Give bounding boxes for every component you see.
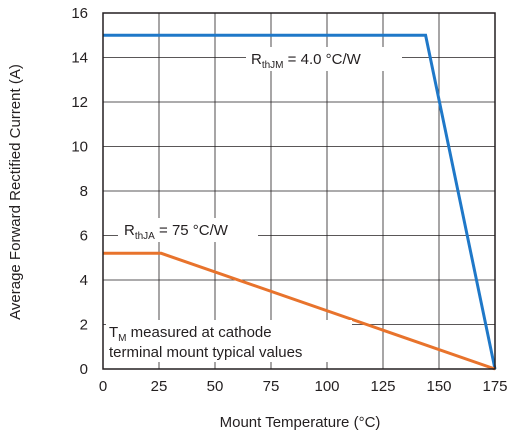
annotation-rthjm: RthJM = 4.0 °C/W <box>251 51 362 71</box>
y-tick-label: 14 <box>71 50 88 67</box>
annotation-note-line1: TM measured at cathode <box>109 324 272 344</box>
y-tick-label: 4 <box>80 272 88 289</box>
y-axis-label: Average Forward Rectified Current (A) <box>7 64 24 320</box>
y-tick-labels: 0 2 4 6 8 10 12 14 16 <box>71 5 88 378</box>
x-tick-label: 100 <box>314 378 339 395</box>
x-tick-label: 25 <box>151 378 168 395</box>
x-tick-label: 125 <box>370 378 395 395</box>
annotation-note-line2: terminal mount typical values <box>109 344 302 361</box>
series-group <box>103 33 497 371</box>
x-axis-label: Mount Temperature (°C) <box>220 414 381 431</box>
y-tick-label: 10 <box>71 139 88 156</box>
x-tick-label: 175 <box>482 378 507 395</box>
y-tick-label: 16 <box>71 5 88 22</box>
series-line-1 <box>103 33 497 370</box>
y-tick-label: 2 <box>80 317 88 334</box>
x-tick-label: 50 <box>207 378 224 395</box>
series-line-2 <box>103 251 496 371</box>
annotation-note-bg <box>106 320 352 362</box>
x-tick-label: 0 <box>99 378 107 395</box>
x-tick-label: 150 <box>426 378 451 395</box>
y-tick-label: 12 <box>71 94 88 111</box>
annotation-rthja-bg <box>118 218 258 242</box>
x-tick-labels: 0 25 50 75 100 125 150 175 <box>99 378 508 395</box>
annotation-rthja: RthJA = 75 °C/W <box>124 222 229 242</box>
y-tick-label: 8 <box>80 183 88 200</box>
plot-frame <box>102 12 496 370</box>
y-tick-label: 6 <box>80 228 88 245</box>
annotation-rthjm-bg <box>246 47 402 71</box>
x-tick-label: 75 <box>263 378 280 395</box>
y-tick-label: 0 <box>80 361 88 378</box>
